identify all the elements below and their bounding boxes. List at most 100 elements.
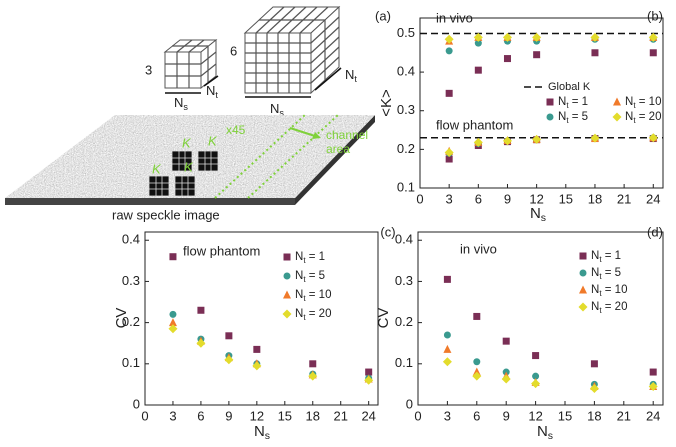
x-tick-label: 3 [446,191,453,206]
y-tick-label: 0.3 [397,102,415,117]
slab-side [5,198,295,205]
annotation: in vivo [436,10,473,25]
x-tick-label: 3 [169,408,176,423]
panel-label: (b) [647,8,663,23]
point [252,361,262,371]
point [473,312,481,320]
point [532,32,542,42]
x-tick-label: 21 [617,408,631,423]
point [169,310,177,318]
y-tick-label: 0.3 [395,273,413,288]
x-tick-label: 9 [503,408,510,423]
x-tick-label: 9 [504,191,511,206]
cube-label: 3 [145,62,152,77]
point [308,371,318,381]
x-tick-label: 12 [528,408,542,423]
y-axis-label: CV [375,308,392,329]
panel-label: (c) [380,224,395,239]
y-tick-label: 0.2 [397,141,415,156]
y-tick-label: 0.5 [397,25,415,40]
x-tick-label: 18 [306,408,320,423]
point [224,355,234,365]
speckle-k-labels: K K K K [152,133,218,176]
k-label: K [152,161,162,176]
legend-label: Nt = 20 [625,111,661,125]
point [196,338,206,348]
legend-label: Nt = 20 [295,308,331,322]
point [197,306,205,314]
legend-marker [613,97,621,106]
point [445,47,453,55]
small-cube [163,38,218,90]
point [591,49,599,57]
point [444,34,454,44]
point [649,368,657,376]
annotation: flow phantom [436,117,513,132]
point [445,89,453,97]
legend-marker [578,302,588,312]
legend-marker [579,252,587,260]
y-tick-label: 0.1 [395,355,413,370]
y-tick-label: 0 [133,396,140,411]
x-tick-label: 15 [278,408,292,423]
annotation: flow phantom [183,243,260,258]
point [590,133,600,143]
x-axis-label: Ns [537,423,553,442]
point [590,32,600,42]
x-tick-label: 3 [444,408,451,423]
image-label: raw speckle image [112,207,220,222]
y-tick-label: 0.4 [395,232,413,247]
point [473,358,481,366]
dimension-label: Nt [345,67,357,84]
point [501,374,511,384]
x-tick-label: 18 [587,408,601,423]
point [648,133,658,143]
channel-lines [214,114,339,199]
x-tick-label: 6 [197,408,204,423]
point [473,32,483,42]
point [169,253,177,261]
legend-label: Nt = 1 [558,96,588,110]
point [443,275,451,283]
x-tick-label: 6 [473,408,480,423]
x-tick-label: 21 [333,408,347,423]
point [444,147,454,157]
legend-marker [546,98,554,106]
x-tick-label: 18 [588,191,602,206]
point [648,32,658,42]
point [502,32,512,42]
slab-side [295,115,375,205]
x-tick-label: 15 [558,408,572,423]
x-tick-label: 9 [225,408,232,423]
point [502,337,510,345]
x-axis-label: Ns [530,205,546,224]
point [502,136,512,146]
panel-label: (d) [647,224,663,239]
point [442,357,452,367]
legend-label: Nt = 5 [295,270,325,284]
legend-marker [282,309,292,319]
legend-label: Nt = 5 [558,111,588,125]
point [648,381,658,391]
channel-label: channel [326,128,368,142]
legend-marker [579,285,587,294]
point [253,345,261,353]
legend-marker [612,112,622,122]
y-tick-label: 0 [406,396,413,411]
repeat-label: x45 [226,123,246,137]
legend-marker [283,290,291,299]
channel-arrow [289,127,319,138]
speckle-cubes [148,150,219,197]
y-tick-label: 0.4 [122,232,140,247]
y-tick-label: 0.3 [122,273,140,288]
legend-label: Nt = 5 [591,267,621,281]
x-tick-label: 6 [475,191,482,206]
x-tick-label: 15 [559,191,573,206]
point [168,318,177,327]
point [532,134,542,144]
dimension-label: Nt [206,83,218,100]
point [589,384,599,394]
k-label: K [208,133,218,148]
plot-frame [417,231,664,406]
legend-label: Nt = 10 [295,289,331,303]
